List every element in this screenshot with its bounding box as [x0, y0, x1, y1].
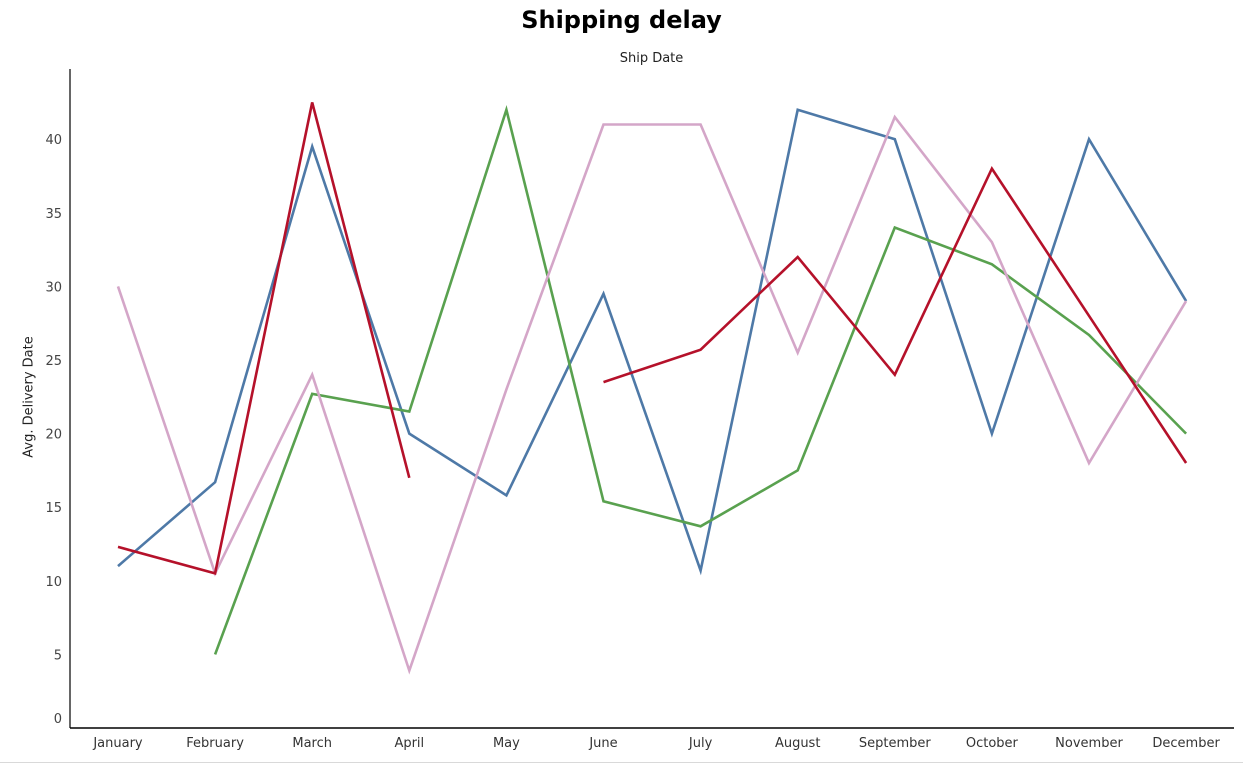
x-tick-label: October: [966, 736, 1019, 751]
chart-title: Shipping delay: [521, 6, 722, 34]
x-tick-label: September: [859, 736, 932, 751]
x-tick-label: December: [1152, 736, 1220, 751]
x-tick-label: March: [292, 736, 332, 751]
series-line-1: [117, 108, 1188, 576]
y-tick-label: 40: [45, 133, 62, 148]
y-axis-ticks: 0 5 10 15 20 25 30 35 40: [45, 133, 62, 727]
y-tick-label: 5: [54, 648, 62, 663]
series-line-4: [117, 102, 411, 576]
x-axis-ticks: January February March April May June July Augu…: [92, 736, 1220, 751]
x-tick-label: January: [92, 736, 143, 751]
y-tick-label: 30: [45, 280, 62, 295]
x-tick-label: November: [1055, 736, 1123, 751]
y-tick-label: 10: [45, 575, 62, 590]
x-tick-label: July: [688, 736, 713, 751]
x-tick-label: April: [394, 736, 424, 751]
y-tick-label: 15: [45, 501, 62, 516]
y-tick-label: 20: [45, 428, 62, 443]
x-tick-label: August: [775, 736, 821, 751]
series-lines: [116, 102, 1188, 675]
y-tick-label: 0: [54, 712, 62, 727]
y-tick-label: 35: [45, 207, 62, 222]
x-tick-label: May: [493, 736, 520, 751]
x-tick-label: February: [186, 736, 244, 751]
y-tick-label: 25: [45, 354, 62, 369]
x-tick-label: June: [588, 736, 617, 751]
series-line-3: [116, 114, 1188, 675]
series-line-2: [213, 105, 1188, 655]
x-axis-title: Ship Date: [619, 51, 684, 66]
series-line-4: [603, 165, 1188, 464]
bottom-divider: [0, 762, 1243, 763]
